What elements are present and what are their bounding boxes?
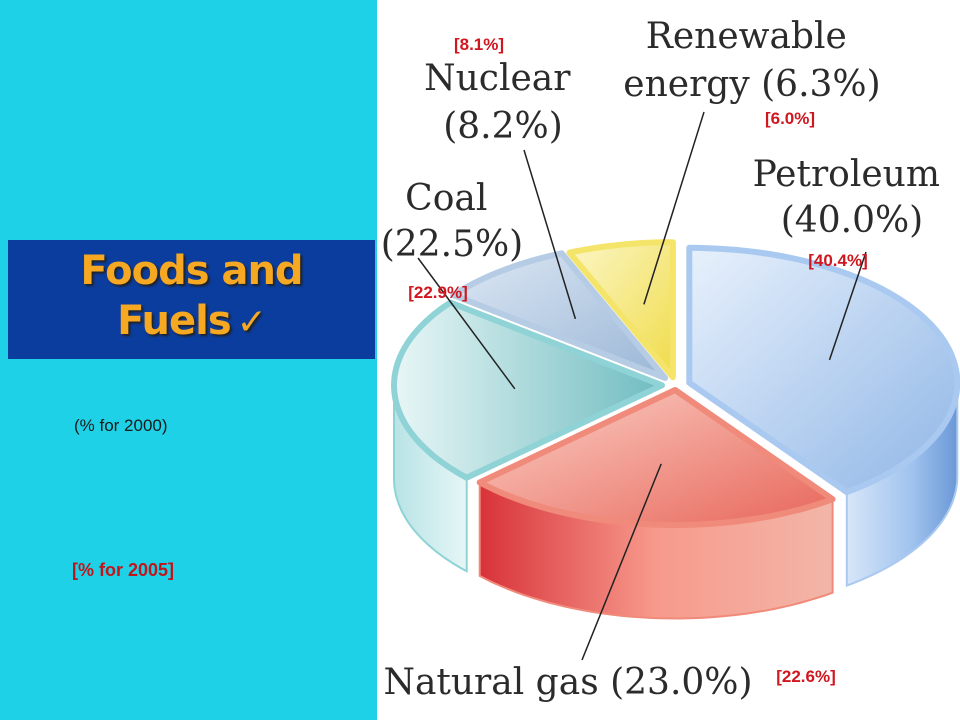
energy-pie-chart: Renewable energy (6.3%) [6.0%] [8.1%] Nu…: [381, 16, 960, 703]
title-band: Foods and Fuels ✓: [8, 240, 375, 359]
label-renewable: Renewable energy (6.3%): [623, 16, 880, 105]
subtitle-2005: [% for 2005]: [72, 560, 175, 580]
label-nuclear: Nuclear (8.2%): [424, 58, 582, 147]
label-petroleum: Petroleum (40.0%): [753, 154, 952, 241]
leader-line-renewable: [643, 111, 705, 305]
pie-slice-nuclear: [450, 250, 669, 381]
label-nuclear-line1: Nuclear: [424, 58, 571, 99]
pie-slice-coal: [391, 299, 665, 481]
label-natural-gas: Natural gas (23.0%): [383, 662, 752, 703]
check-mark-icon: ✓: [236, 302, 267, 343]
leader-line-natural-gas: [581, 463, 662, 661]
slide-title-line2: Fuels: [117, 298, 231, 344]
pie-slice-renewable: [566, 239, 676, 381]
label-petroleum-2005: [40.4%]: [808, 251, 868, 270]
label-petroleum-line2: (40.0%): [781, 200, 923, 241]
slide-title-line1: Foods and: [80, 248, 303, 294]
label-coal: Coal (22.5%): [381, 178, 523, 265]
label-coal-2005: [22.9%]: [408, 283, 468, 302]
pie-slice-natural-gas: [476, 387, 836, 528]
label-coal-line1: Coal: [405, 178, 487, 219]
label-coal-line2: (22.5%): [381, 224, 523, 265]
label-renewable-2005: [6.0%]: [765, 109, 815, 128]
leader-line-petroleum: [828, 251, 867, 361]
label-petroleum-line1: Petroleum: [753, 154, 940, 195]
pie-slices: [391, 239, 960, 528]
leader-lines: [417, 111, 867, 661]
label-renewable-line1: Renewable: [646, 16, 847, 57]
leader-line-nuclear: [523, 149, 577, 320]
label-natural-gas-2005: [22.6%]: [776, 667, 836, 686]
leader-line-coal: [417, 257, 516, 390]
label-nuclear-2005: [8.1%]: [454, 35, 504, 54]
slide-title: Foods and Fuels ✓: [8, 246, 375, 348]
subtitle-2000: (% for 2000): [74, 416, 168, 435]
left-panel: Foods and Fuels ✓ (% for 2000) [% for 200…: [0, 0, 377, 720]
label-renewable-line2: energy (6.3%): [623, 64, 880, 105]
label-nuclear-line2: (8.2%): [443, 106, 563, 147]
pie-slice-petroleum: [686, 244, 960, 496]
